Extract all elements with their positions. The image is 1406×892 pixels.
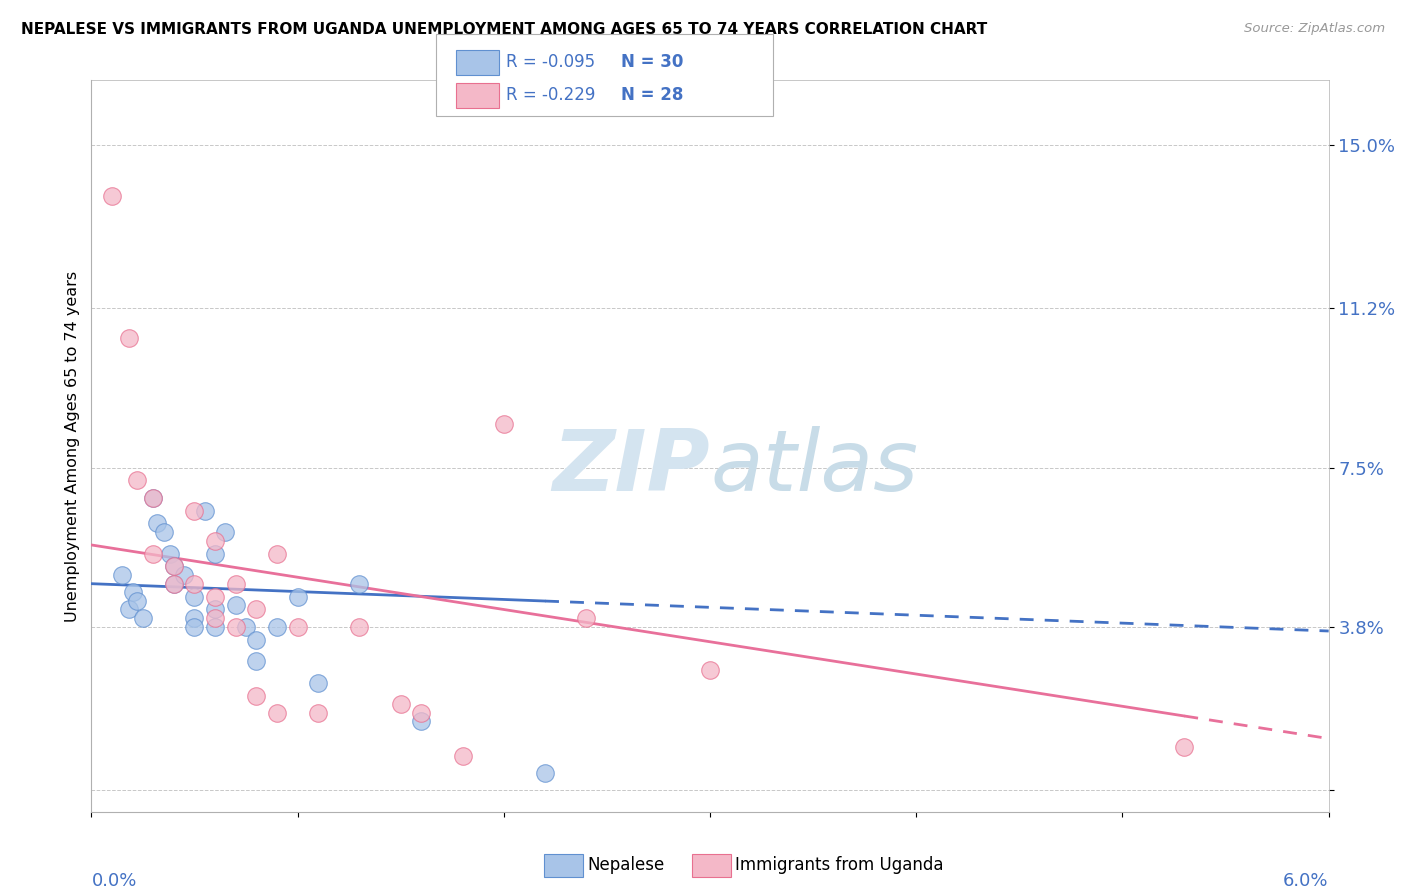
Point	[214, 524, 236, 539]
Point	[159, 547, 181, 561]
Point	[117, 602, 139, 616]
Point	[173, 568, 195, 582]
Point	[349, 576, 371, 591]
Point	[245, 689, 267, 703]
Point	[163, 559, 186, 574]
Point	[225, 576, 247, 591]
Point	[349, 620, 371, 634]
Point	[117, 331, 139, 345]
Point	[287, 620, 309, 634]
Text: N = 30: N = 30	[621, 54, 683, 71]
Point	[266, 620, 288, 634]
Point	[492, 417, 515, 432]
Point	[163, 559, 186, 574]
Point	[142, 491, 165, 505]
Point	[266, 547, 288, 561]
Point	[245, 602, 267, 616]
Point	[389, 697, 412, 711]
Point	[125, 594, 148, 608]
Point	[163, 576, 186, 591]
Point	[204, 590, 226, 604]
Point	[194, 503, 217, 517]
Point	[111, 568, 134, 582]
Point	[125, 474, 148, 488]
Point	[287, 590, 309, 604]
Point	[183, 590, 205, 604]
Text: ZIP: ZIP	[553, 426, 710, 509]
Point	[307, 675, 329, 690]
Point	[307, 706, 329, 720]
Point	[163, 576, 186, 591]
Point	[183, 611, 205, 625]
Point	[152, 524, 174, 539]
Point	[451, 748, 474, 763]
Point	[183, 503, 205, 517]
Point	[142, 491, 165, 505]
Point	[245, 654, 267, 668]
Text: R = -0.095: R = -0.095	[506, 54, 595, 71]
Point	[204, 602, 226, 616]
Point	[225, 620, 247, 634]
Text: NEPALESE VS IMMIGRANTS FROM UGANDA UNEMPLOYMENT AMONG AGES 65 TO 74 YEARS CORREL: NEPALESE VS IMMIGRANTS FROM UGANDA UNEMP…	[21, 22, 987, 37]
Text: 6.0%: 6.0%	[1284, 872, 1329, 890]
Point	[183, 620, 205, 634]
Text: Nepalese: Nepalese	[588, 856, 665, 874]
Text: N = 28: N = 28	[621, 87, 683, 104]
Point	[121, 585, 143, 599]
Point	[699, 663, 721, 677]
Point	[204, 611, 226, 625]
Point	[235, 620, 257, 634]
Point	[204, 533, 226, 548]
Point	[266, 706, 288, 720]
Text: 0.0%: 0.0%	[91, 872, 136, 890]
Point	[575, 611, 598, 625]
Point	[411, 706, 433, 720]
Point	[204, 547, 226, 561]
Point	[534, 766, 557, 780]
Point	[225, 598, 247, 612]
Point	[204, 620, 226, 634]
Point	[146, 516, 169, 531]
Text: atlas: atlas	[710, 426, 918, 509]
Point	[183, 576, 205, 591]
Point	[101, 189, 124, 203]
Y-axis label: Unemployment Among Ages 65 to 74 years: Unemployment Among Ages 65 to 74 years	[65, 270, 80, 622]
Point	[1173, 740, 1195, 755]
Point	[245, 632, 267, 647]
Point	[142, 547, 165, 561]
Point	[411, 714, 433, 729]
Text: R = -0.229: R = -0.229	[506, 87, 596, 104]
Text: Immigrants from Uganda: Immigrants from Uganda	[735, 856, 943, 874]
Text: Source: ZipAtlas.com: Source: ZipAtlas.com	[1244, 22, 1385, 36]
Point	[132, 611, 155, 625]
